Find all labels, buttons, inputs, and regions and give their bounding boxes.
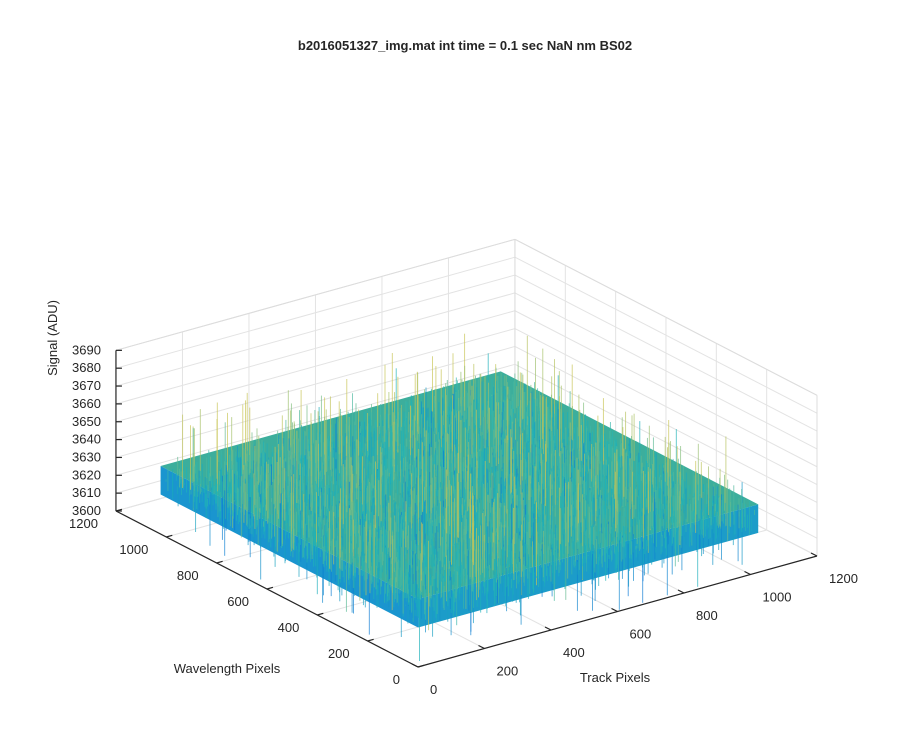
- surface-layer: [160, 333, 759, 661]
- surface-front-right-face: [418, 504, 759, 628]
- gridline-back-left-z: [115, 292, 516, 405]
- gridline-back-left-z: [115, 310, 516, 423]
- box-edge-top-left: [115, 238, 516, 351]
- gridline-back-left-z: [115, 256, 516, 369]
- gridline-back-right-z: [514, 292, 818, 450]
- gridline-back-right-z: [514, 310, 818, 468]
- gridline-back-left-z: [115, 274, 516, 387]
- gridline-back-right-z: [514, 363, 818, 521]
- gridline-back-right-z: [514, 328, 818, 486]
- box-edge-top-right: [514, 238, 818, 396]
- gridline-back-right-z: [514, 256, 818, 414]
- gridline-back-right-z: [514, 346, 818, 503]
- gridline-back-right-z: [514, 274, 818, 432]
